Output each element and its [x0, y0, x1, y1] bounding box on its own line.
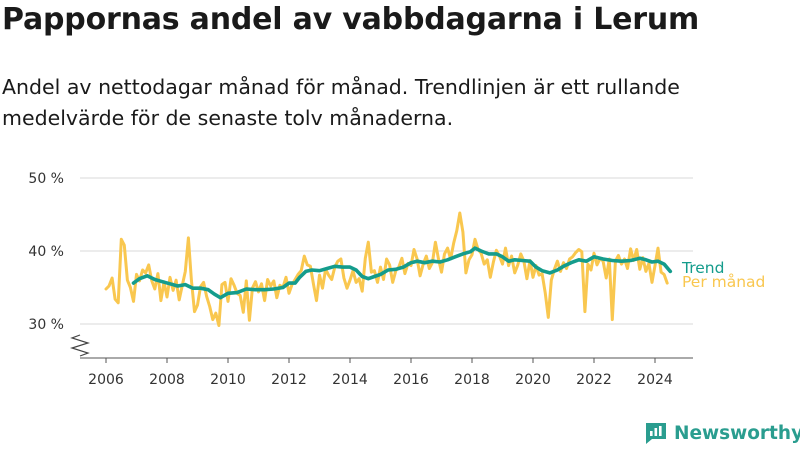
y-tick-label: 30 %: [28, 317, 64, 333]
x-tick-label: 2022: [576, 372, 612, 388]
axis-break-icon: [69, 334, 91, 357]
x-axis-tick-labels: 2006 2008 2010 2012 2014 2016 2018 2020 2022 2024: [88, 358, 673, 388]
legend-label-trend: Trend: [681, 259, 724, 277]
y-tick-label: 50 %: [28, 171, 64, 187]
x-tick-label: 2008: [149, 372, 185, 388]
x-tick-label: 2020: [515, 372, 551, 388]
x-tick-label: 2012: [271, 372, 307, 388]
x-tick-label: 2010: [210, 372, 246, 388]
brand-logo: Newsworthy: [644, 420, 800, 446]
newsworthy-logo-icon: [646, 423, 666, 444]
grid-lines: [80, 177, 693, 325]
x-tick-label: 2014: [332, 372, 368, 388]
x-tick-label: 2018: [454, 372, 490, 388]
series-line-per-manad: [104, 211, 669, 327]
brand-name: Newsworthy: [674, 422, 800, 444]
x-axis: [69, 334, 693, 359]
series-lines: [104, 211, 673, 327]
chart-title: Pappornas andel av vabbdagarna i Lerum: [2, 2, 700, 37]
y-tick-label: 40 %: [28, 244, 64, 260]
legend-label-per-manad: Per månad: [682, 273, 765, 291]
x-tick-label: 2016: [393, 372, 429, 388]
x-tick-label: 2024: [637, 372, 673, 388]
series-line-trend: [131, 246, 673, 300]
y-axis-tick-labels: 30 % 40 % 50 %: [28, 171, 64, 333]
x-tick-label: 2006: [88, 372, 124, 388]
line-chart: 30 % 40 % 50 % 2006 2008 2010 2012 2014 2016 201…: [28, 171, 765, 388]
chart-subtitle: Andel av nettodagar månad för månad. Tre…: [2, 75, 680, 130]
